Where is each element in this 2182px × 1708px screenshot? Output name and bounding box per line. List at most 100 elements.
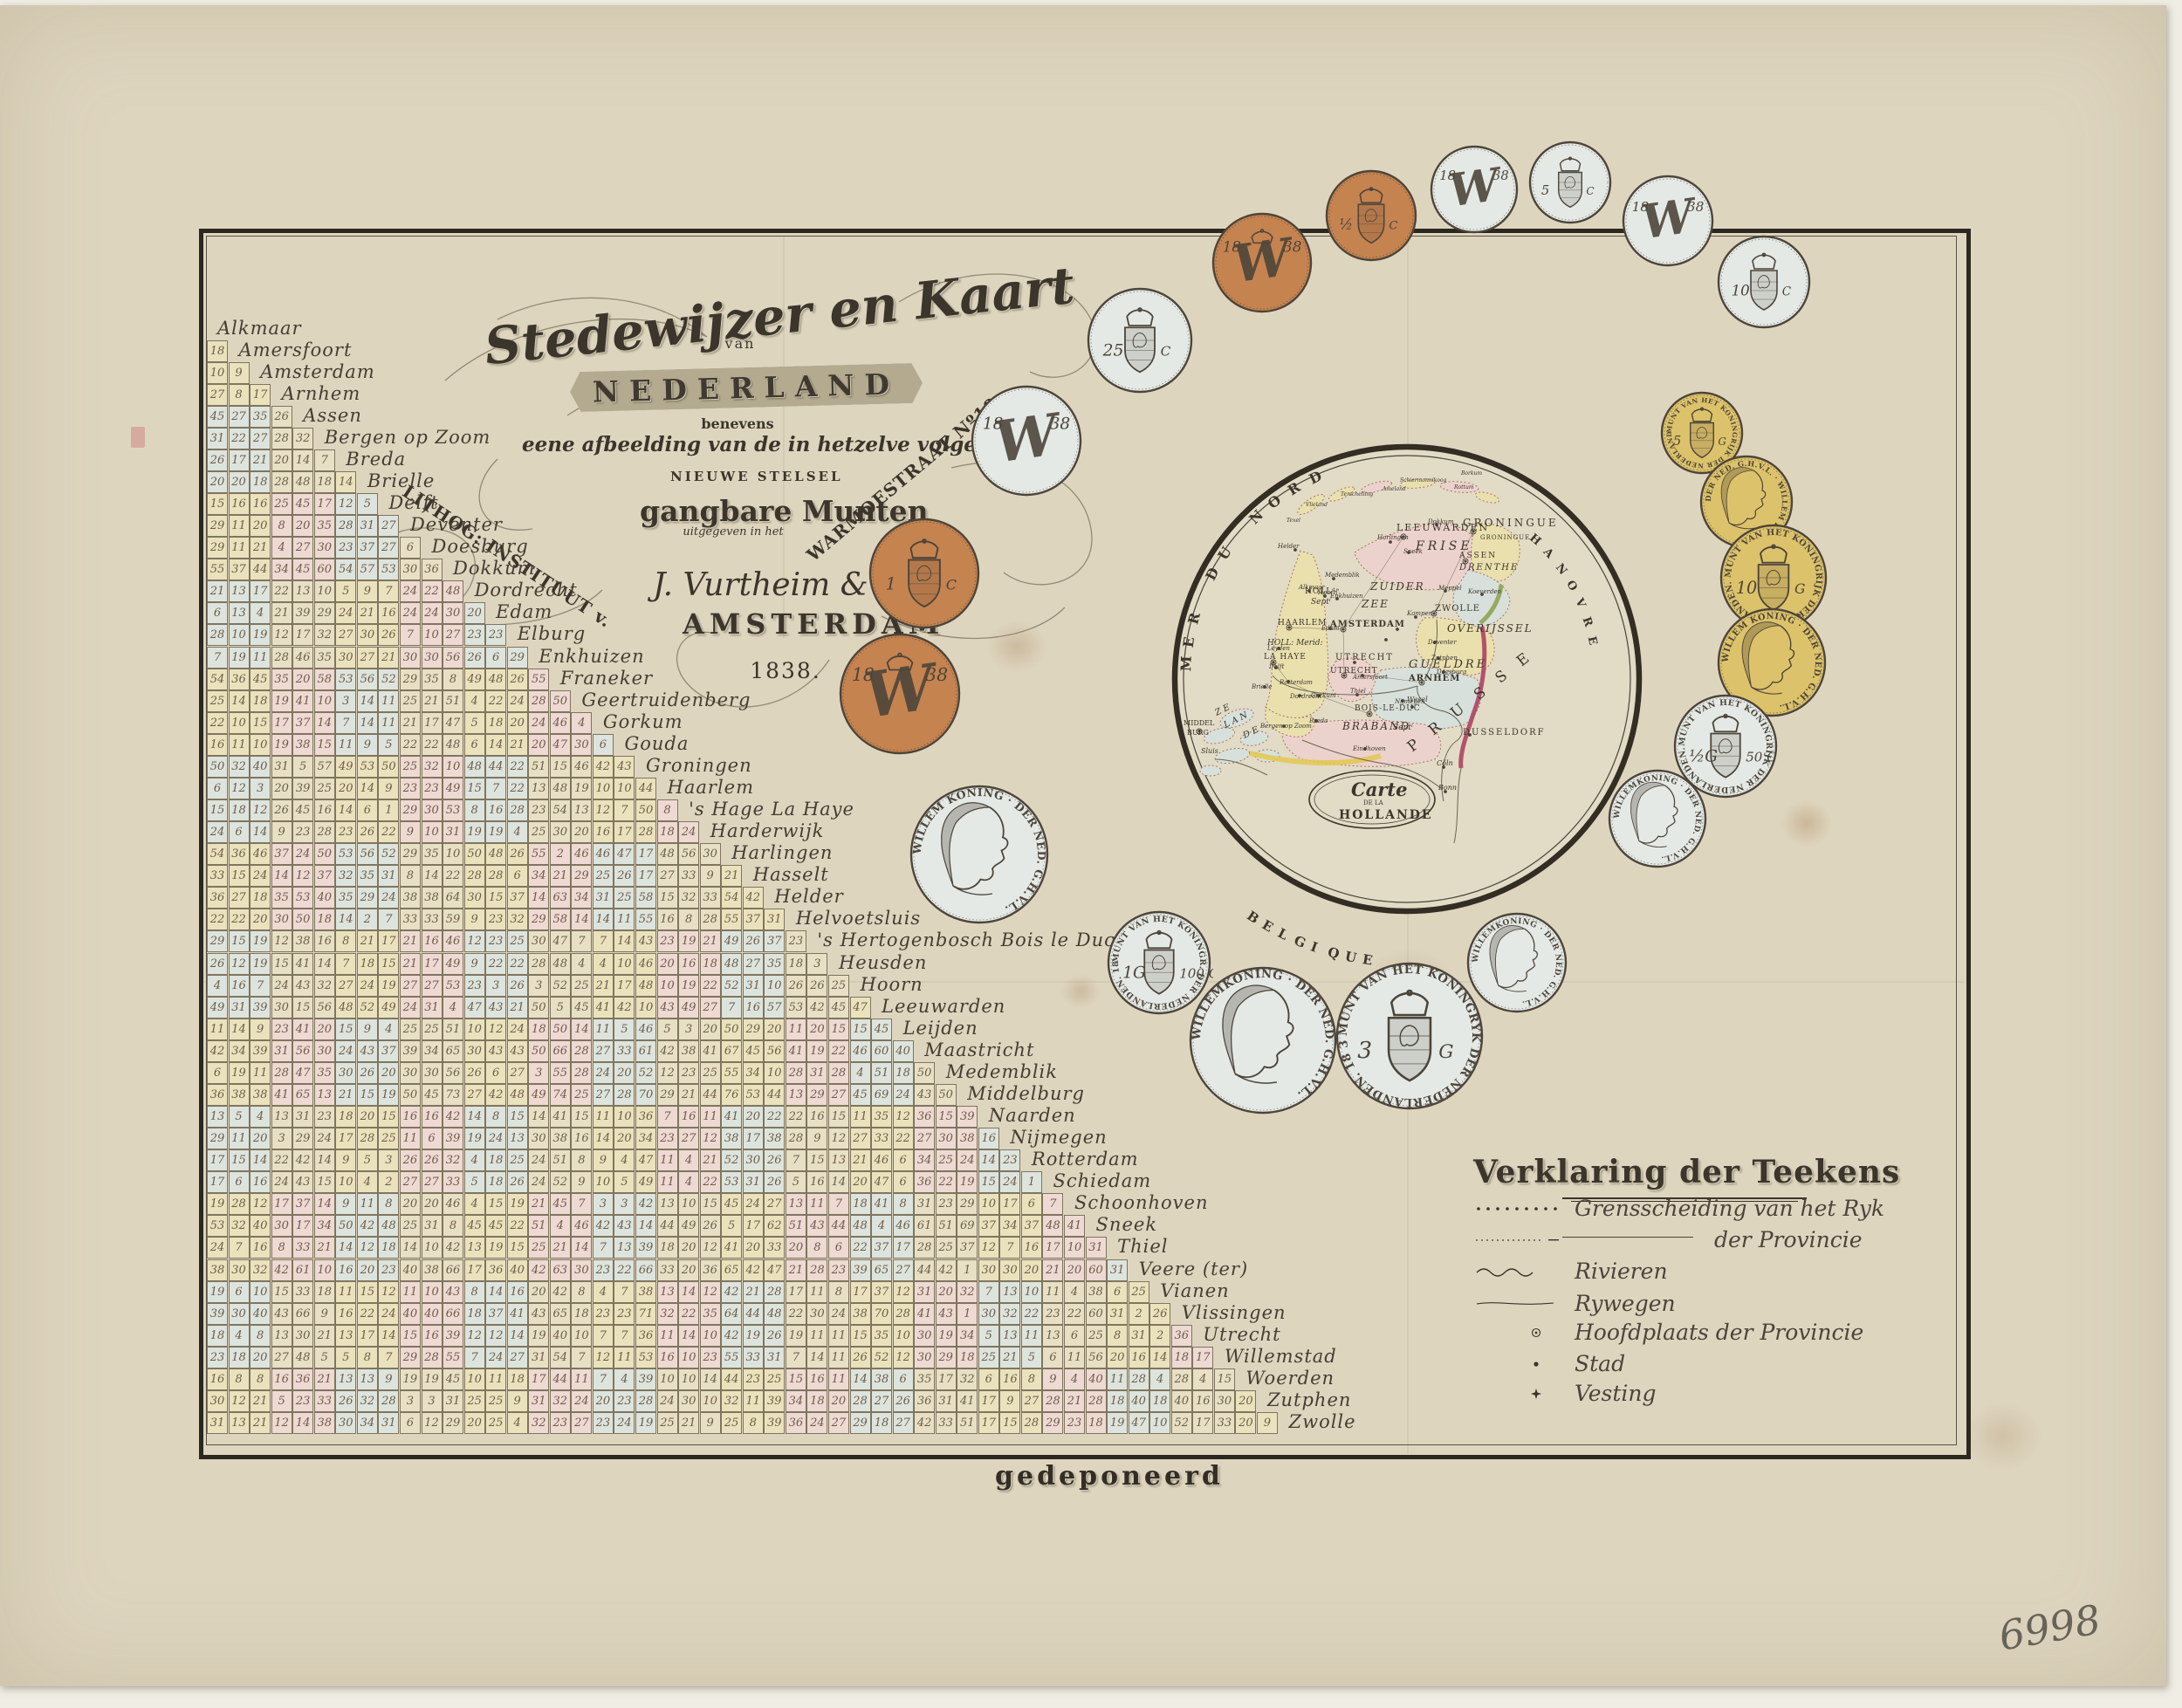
distance-cell: 26 [806,974,828,997]
distance-cell: 11 [614,909,635,931]
distance-cell: 26 [271,799,292,822]
map-label: HAARLEM [1278,619,1327,628]
city-label: Franeker [559,667,654,689]
distance-cell: 14 [592,1128,614,1150]
distance-cell: 48 [656,843,678,866]
distance-cell: 18 [335,1106,357,1128]
distance-cell: 5 [335,1346,357,1368]
distance-cell: 26 [463,1061,485,1084]
distance-cell: 24 [421,602,443,625]
distance-cell: 36 [1170,1324,1192,1347]
distance-cell: 25 [399,1018,421,1040]
distance-cell: 14 [571,1237,593,1259]
distance-cell: 48 [378,1215,400,1238]
distance-cell: 35 [356,865,378,888]
distance-cell: 38 [635,1280,656,1303]
distance-cell: 21 [399,711,421,734]
svg-text:38: 38 [1687,199,1705,215]
distance-cell: 17 [1192,1412,1214,1434]
distance-cell: 15 [485,1193,507,1216]
distance-cell: 14 [356,689,378,712]
distance-cell: 24 [592,1061,614,1084]
distance-cell: 16 [228,493,250,516]
city-label: Groningen [646,754,752,776]
map-label: Texel [1287,518,1300,524]
distance-cell: 50 [549,689,571,712]
distance-cell: 3 [271,1128,292,1150]
map-label: DE LA [1363,799,1384,806]
map-label: E [1362,951,1374,969]
distance-cell: 7 [785,1346,806,1368]
distance-cell: 10 [978,1193,999,1216]
distance-cell: 30 [463,887,485,909]
distance-cell: 4 [463,1193,485,1216]
distance-cell: 18 [356,952,378,975]
distance-cell: 48 [721,952,743,975]
distance-cell: 37 [871,1237,893,1259]
distance-cell: 11 [827,1368,849,1390]
distance-cell: 15 [207,493,228,516]
distance-cell: 24 [528,1149,550,1172]
distance-cell: 21 [271,602,292,625]
svg-text:18: 18 [983,415,1004,433]
distance-cell: 13 [614,1237,635,1259]
distance-cell: 30 [399,1061,421,1084]
distance-cell: 9 [250,1018,271,1040]
distance-cell: 36 [914,1171,936,1194]
distance-cell: 21 [356,930,378,953]
map-label: GUELDRE [1409,658,1487,671]
distance-cell: 45 [250,668,271,690]
distance-cell: 11 [571,1368,593,1390]
distance-cell: 19 [421,1368,443,1390]
distance-cell: 18 [892,1061,914,1084]
distance-cell: 11 [827,1324,849,1347]
distance-cell: 4 [1064,1368,1085,1390]
distance-cell: 11 [250,1061,271,1084]
map-label: GRONINGUE [1463,517,1559,529]
distance-cell: 21 [742,1280,764,1303]
distance-cell: 28 [827,1061,849,1084]
distance-cell: 52 [721,1149,743,1172]
distance-cell: 10 [614,952,635,975]
distance-cell: 49 [678,1215,700,1238]
distance-cell: 4 [549,1215,571,1238]
distance-cell: 4 [250,602,271,625]
distance-cell: 28 [699,909,721,931]
map-label: B [1244,908,1262,927]
distance-cell: 33 [742,1346,764,1368]
distance-cell: 22 [207,909,228,931]
stain [1964,1402,2042,1471]
distance-cell: 23 [292,821,314,844]
inventory-number: 6998 [1995,1595,2104,1660]
distance-cell: 29 [399,668,421,690]
distance-cell: 21 [1064,1389,1085,1412]
distance-cell: 14 [678,1324,700,1347]
distance-cell: 61 [914,1215,936,1238]
coin-monogram-silver: W18 38 [1622,175,1714,267]
distance-cell: 20 [614,1061,635,1084]
distance-cell: 51 [443,1018,464,1040]
distance-cell: 32 [228,1215,250,1238]
distance-cell: 10 [592,777,614,799]
distance-cell: 28 [785,1128,806,1150]
distance-cell: 30 [421,1061,443,1084]
distance-cell: 50 [528,1039,550,1062]
subtitle-line: eene afbeelding van de in hetzelve volge… [522,433,1046,456]
distance-cell: 6 [592,733,614,756]
map-label: Edam [1321,625,1340,632]
city-label: Alkmaar [217,317,302,339]
distance-cell: 1 [378,799,400,822]
distance-cell: 31 [421,996,443,1019]
distance-cell: 74 [549,1083,571,1106]
distance-cell: 22 [785,1106,806,1128]
distance-cell: 8 [335,930,357,953]
distance-cell: 8 [250,1368,271,1390]
map-label: Terschelling [1341,491,1373,497]
distance-cell: 15 [313,733,335,756]
distance-cell: 19 [271,689,292,712]
distance-cell: 30 [421,799,443,822]
distance-cell: 45 [721,1193,743,1216]
distance-cell: 54 [549,1346,571,1368]
distance-cell: 45 [571,996,593,1019]
distance-cell: 9 [1042,1368,1064,1390]
